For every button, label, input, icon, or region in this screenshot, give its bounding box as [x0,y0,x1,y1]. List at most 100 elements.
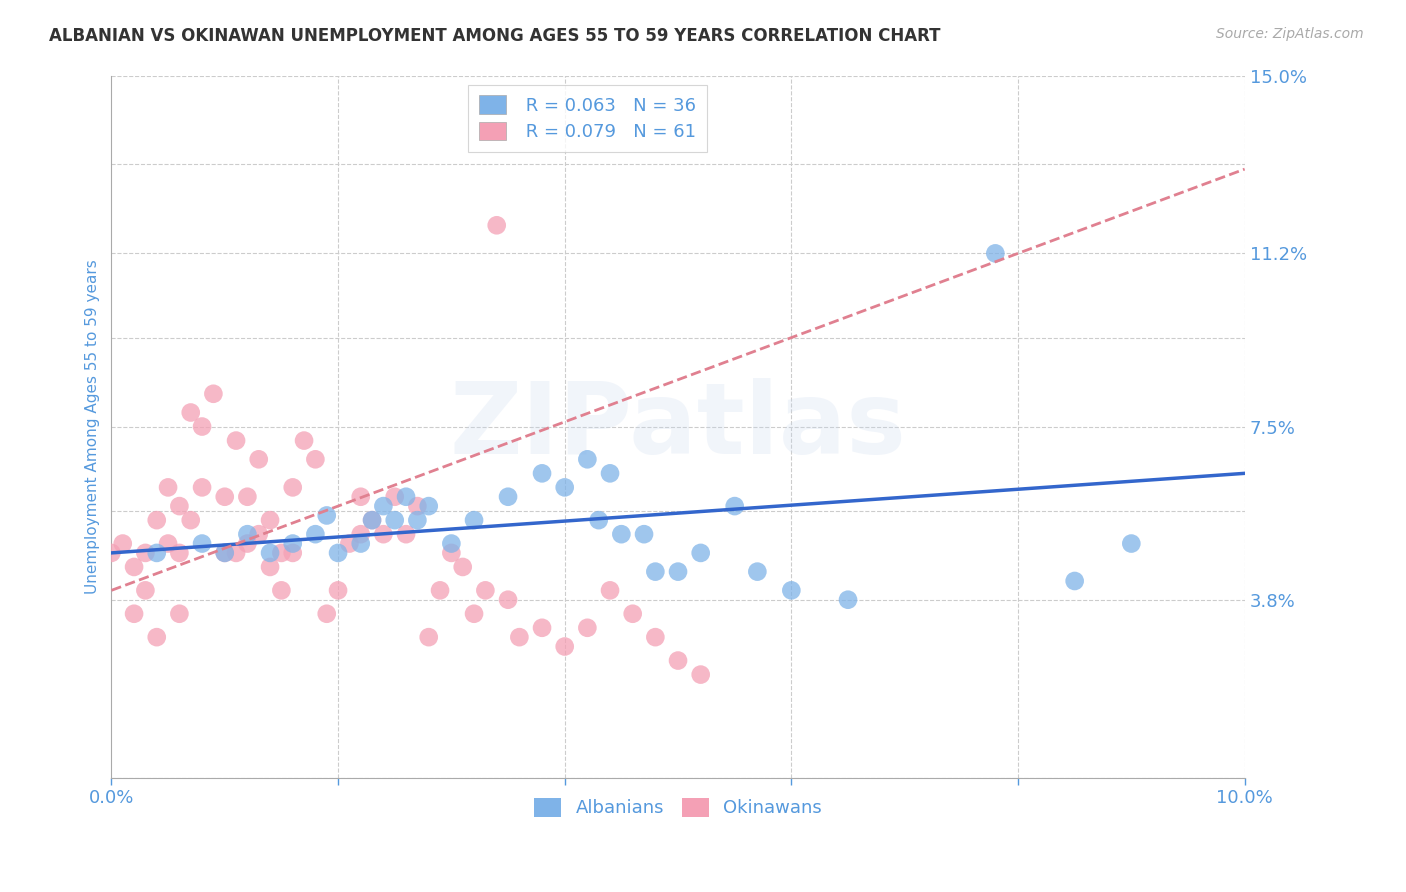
Legend: Albanians, Okinawans: Albanians, Okinawans [527,791,830,825]
Point [384,490,406,504]
Point [292,434,315,448]
Point [610,527,633,541]
Point [259,560,281,574]
Point [191,419,214,434]
Point [588,513,610,527]
Point [281,536,304,550]
Point [350,527,373,541]
Point [361,513,384,527]
Point [440,546,463,560]
Point [191,480,214,494]
Point [122,607,145,621]
Point [111,536,134,550]
Point [281,546,304,560]
Point [169,607,191,621]
Point [496,490,519,504]
Point [350,490,373,504]
Point [984,246,1007,260]
Point [474,583,496,598]
Text: Source: ZipAtlas.com: Source: ZipAtlas.com [1216,27,1364,41]
Point [373,527,395,541]
Point [576,452,599,467]
Point [180,405,202,419]
Point [169,499,191,513]
Point [429,583,451,598]
Text: ZIPatlas: ZIPatlas [450,378,907,475]
Point [531,621,554,635]
Point [326,546,349,560]
Point [724,499,747,513]
Point [440,536,463,550]
Point [361,513,384,527]
Point [508,630,530,644]
Point [259,513,281,527]
Point [157,536,180,550]
Point [214,490,236,504]
Point [554,640,576,654]
Point [780,583,803,598]
Point [633,527,655,541]
Point [406,499,429,513]
Point [1121,536,1143,550]
Point [270,546,292,560]
Point [247,527,270,541]
Point [236,527,259,541]
Point [644,630,666,644]
Point [418,499,440,513]
Point [666,654,689,668]
Point [236,536,259,550]
Point [406,513,429,527]
Point [225,434,247,448]
Point [599,467,621,481]
Point [666,565,689,579]
Point [304,527,326,541]
Point [145,513,167,527]
Point [463,607,485,621]
Point [169,546,191,560]
Point [418,630,440,644]
Point [236,490,259,504]
Point [373,499,395,513]
Point [180,513,202,527]
Point [531,467,554,481]
Point [315,508,337,523]
Point [191,536,214,550]
Point [837,592,859,607]
Point [225,546,247,560]
Point [350,536,373,550]
Point [326,583,349,598]
Point [1063,574,1085,588]
Point [281,480,304,494]
Point [247,452,270,467]
Point [463,513,485,527]
Y-axis label: Unemployment Among Ages 55 to 59 years: Unemployment Among Ages 55 to 59 years [86,260,100,594]
Point [384,513,406,527]
Point [485,219,508,233]
Point [395,490,418,504]
Point [747,565,769,579]
Point [644,565,666,579]
Point [157,480,180,494]
Point [145,546,167,560]
Point [689,546,711,560]
Point [621,607,644,621]
Point [259,546,281,560]
Point [339,536,361,550]
Point [554,480,576,494]
Point [214,546,236,560]
Point [599,583,621,598]
Point [202,386,225,401]
Point [122,560,145,574]
Point [145,630,167,644]
Point [689,667,711,681]
Point [576,621,599,635]
Point [304,452,326,467]
Point [134,546,156,560]
Point [496,592,519,607]
Point [270,583,292,598]
Point [451,560,474,574]
Point [134,583,156,598]
Point [315,607,337,621]
Point [100,546,122,560]
Point [395,527,418,541]
